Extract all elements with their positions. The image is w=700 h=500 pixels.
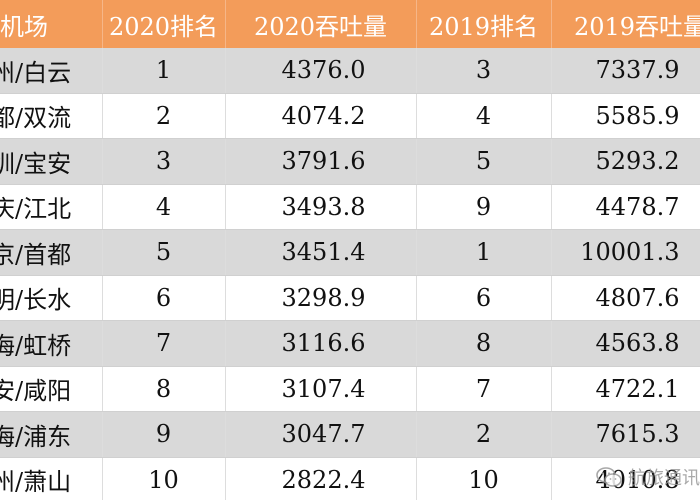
airport-name: 成都/双流: [0, 104, 72, 133]
cell-airport[interactable]: 昆明/长水: [0, 275, 103, 321]
cell-2020-rank[interactable]: 2: [102, 93, 226, 139]
cell-2020-rank[interactable]: 1: [102, 48, 226, 94]
header-airport[interactable]: 机场: [0, 0, 103, 48]
cell-2020-throughput[interactable]: 3298.9: [225, 275, 417, 321]
cell-2019-rank[interactable]: 5: [416, 138, 552, 185]
airport-name: 广州/白云: [0, 58, 72, 87]
cell-2020-throughput[interactable]: 3451.4: [225, 229, 417, 276]
cell-2020-rank[interactable]: 9: [102, 411, 226, 458]
cell-2019-rank[interactable]: 9: [416, 184, 552, 230]
cell-2019-rank[interactable]: 7: [416, 366, 552, 412]
cell-2020-rank[interactable]: 3: [102, 138, 226, 185]
cell-2020-throughput[interactable]: 3791.6: [225, 138, 417, 185]
airport-name: 北京/首都: [0, 240, 72, 269]
airport-name: 杭州/萧山: [0, 468, 72, 497]
cell-2020-throughput[interactable]: 4376.0: [225, 48, 417, 94]
header-row: 机场 2020排名 2020吞吐量 2019排名 2019吞吐量: [0, 0, 700, 48]
header-2019-throughput[interactable]: 2019吞吐量: [551, 0, 700, 48]
cell-2020-throughput[interactable]: 3493.8: [225, 184, 417, 230]
cell-airport[interactable]: 西安/咸阳: [0, 366, 103, 412]
cell-airport[interactable]: 深圳/宝安: [0, 138, 103, 185]
cell-2019-throughput[interactable]: 4010.8: [551, 457, 700, 500]
table-body: 广州/白云14376.037337.9成都/双流24074.245585.9深圳…: [0, 48, 700, 500]
airport-name: 上海/虹桥: [0, 331, 72, 360]
cell-airport[interactable]: 上海/虹桥: [0, 320, 103, 367]
cell-2020-rank[interactable]: 5: [102, 229, 226, 276]
cell-airport[interactable]: 上海/浦东: [0, 411, 103, 458]
cell-2019-throughput[interactable]: 7615.3: [551, 411, 700, 458]
cell-2019-throughput[interactable]: 7337.9: [551, 48, 700, 94]
cell-airport[interactable]: 北京/首都: [0, 229, 103, 276]
cell-2019-throughput[interactable]: 5293.2: [551, 138, 700, 185]
airport-name: 上海/浦东: [0, 422, 72, 451]
cell-2019-throughput[interactable]: 4563.8: [551, 320, 700, 367]
cell-airport[interactable]: 广州/白云: [0, 48, 103, 94]
cell-2020-rank[interactable]: 8: [102, 366, 226, 412]
cell-airport[interactable]: 杭州/萧山: [0, 457, 103, 500]
cell-2019-throughput[interactable]: 10001.3: [551, 229, 700, 276]
cell-2020-throughput[interactable]: 4074.2: [225, 93, 417, 139]
cell-2019-rank[interactable]: 4: [416, 93, 552, 139]
cell-2019-throughput[interactable]: 4807.6: [551, 275, 700, 321]
cell-2019-rank[interactable]: 3: [416, 48, 552, 94]
cell-2019-throughput[interactable]: 4478.7: [551, 184, 700, 230]
cell-2019-rank[interactable]: 10: [416, 457, 552, 500]
cell-2020-throughput[interactable]: 3107.4: [225, 366, 417, 412]
cell-2019-rank[interactable]: 2: [416, 411, 552, 458]
cell-airport[interactable]: 重庆/江北: [0, 184, 103, 230]
cell-2020-rank[interactable]: 10: [102, 457, 226, 500]
airport-name: 西安/咸阳: [0, 377, 72, 406]
airport-name: 昆明/长水: [0, 286, 72, 315]
cell-2020-rank[interactable]: 7: [102, 320, 226, 367]
cell-2020-throughput[interactable]: 3116.6: [225, 320, 417, 367]
airport-name: 深圳/宝安: [0, 149, 72, 178]
cell-2020-rank[interactable]: 6: [102, 275, 226, 321]
airport-name: 重庆/江北: [0, 195, 72, 224]
cell-2019-rank[interactable]: 6: [416, 275, 552, 321]
header-2020-rank[interactable]: 2020排名: [102, 0, 226, 48]
cell-2019-throughput[interactable]: 5585.9: [551, 93, 700, 139]
cell-2020-rank[interactable]: 4: [102, 184, 226, 230]
cell-2020-throughput[interactable]: 2822.4: [225, 457, 417, 500]
cell-2019-rank[interactable]: 1: [416, 229, 552, 276]
cell-2019-throughput[interactable]: 4722.1: [551, 366, 700, 412]
cell-2019-rank[interactable]: 8: [416, 320, 552, 367]
cell-2020-throughput[interactable]: 3047.7: [225, 411, 417, 458]
header-2020-throughput[interactable]: 2020吞吐量: [225, 0, 417, 48]
cell-airport[interactable]: 成都/双流: [0, 93, 103, 139]
header-2019-rank[interactable]: 2019排名: [416, 0, 552, 48]
